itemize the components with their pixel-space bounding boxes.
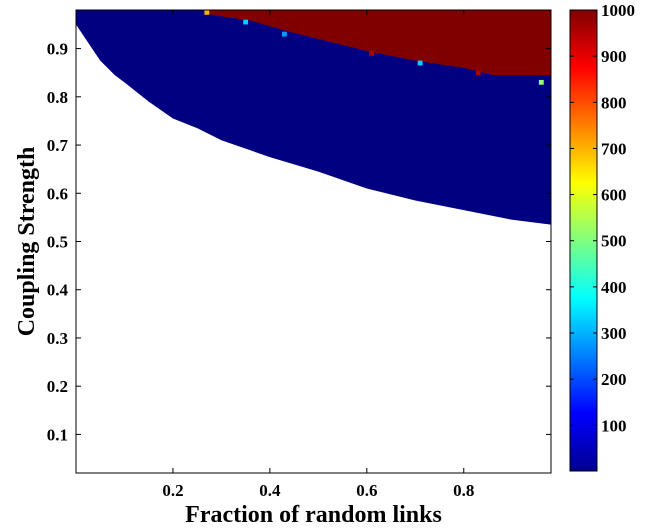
colorbar: 100 200 300 400 500 600 700 800 900 1000 <box>569 1 635 472</box>
heatmap-cell <box>204 10 210 15</box>
heatmap-cell <box>281 31 287 37</box>
heatmap-cell <box>369 50 375 56</box>
x-axis-ticks: 0.2 0.4 0.6 0.8 <box>162 10 474 500</box>
colorbar-tick-label: 700 <box>601 139 627 158</box>
colorbar-tick-label: 1000 <box>601 1 635 20</box>
x-axis-title: Fraction of random links <box>185 502 442 528</box>
y-tick-label: 0.9 <box>47 40 68 59</box>
heatmap-cell <box>475 70 481 76</box>
y-tick-label: 0.7 <box>47 136 69 155</box>
sync-region <box>76 10 551 225</box>
saturated-region <box>202 10 551 76</box>
colorbar-tick-label: 800 <box>601 93 627 112</box>
y-tick-label: 0.3 <box>47 329 68 348</box>
colorbar-tick-label: 900 <box>601 47 627 66</box>
x-tick-label: 0.6 <box>356 481 377 500</box>
colorbar-tick-label: 500 <box>601 232 627 251</box>
colorbar-tick-label: 400 <box>601 278 627 297</box>
y-tick-label: 0.8 <box>47 88 68 107</box>
x-tick-label: 0.4 <box>259 481 281 500</box>
colorbar-tick-label: 300 <box>601 324 627 343</box>
colorbar-tick-label: 200 <box>601 370 627 389</box>
y-tick-label: 0.1 <box>47 425 68 444</box>
colorbar-tick-label: 100 <box>601 416 627 435</box>
plot-area <box>75 9 552 474</box>
y-tick-label: 0.6 <box>47 184 68 203</box>
y-axis-ticks: 0.1 0.2 0.3 0.4 0.5 0.6 0.7 0.8 0.9 <box>47 40 551 444</box>
y-tick-label: 0.5 <box>47 233 68 252</box>
colorbar-tick-label: 600 <box>601 186 627 205</box>
heatmap-cell <box>538 79 544 85</box>
heatmap-cell <box>417 60 423 66</box>
x-tick-label: 0.8 <box>453 481 474 500</box>
y-tick-label: 0.2 <box>47 377 68 396</box>
y-tick-label: 0.4 <box>47 281 69 300</box>
colorbar-gradient <box>569 9 598 472</box>
y-axis-title: Coupling Strength <box>14 147 40 337</box>
x-tick-label: 0.2 <box>162 481 183 500</box>
heatmap-cell <box>243 19 249 25</box>
